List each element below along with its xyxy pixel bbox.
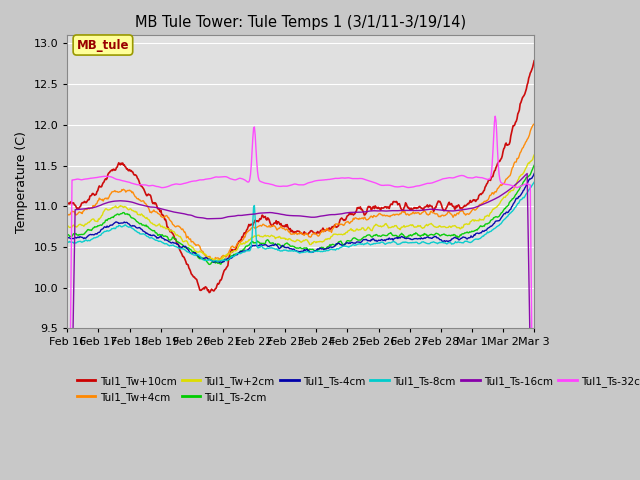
Legend: Tul1_Tw+10cm, Tul1_Tw+4cm, Tul1_Tw+2cm, Tul1_Ts-2cm, Tul1_Ts-4cm, Tul1_Ts-8cm, T: Tul1_Tw+10cm, Tul1_Tw+4cm, Tul1_Tw+2cm, … <box>72 372 640 407</box>
Title: MB Tule Tower: Tule Temps 1 (3/1/11-3/19/14): MB Tule Tower: Tule Temps 1 (3/1/11-3/19… <box>135 15 467 30</box>
Text: MB_tule: MB_tule <box>77 38 129 51</box>
Y-axis label: Temperature (C): Temperature (C) <box>15 131 28 233</box>
